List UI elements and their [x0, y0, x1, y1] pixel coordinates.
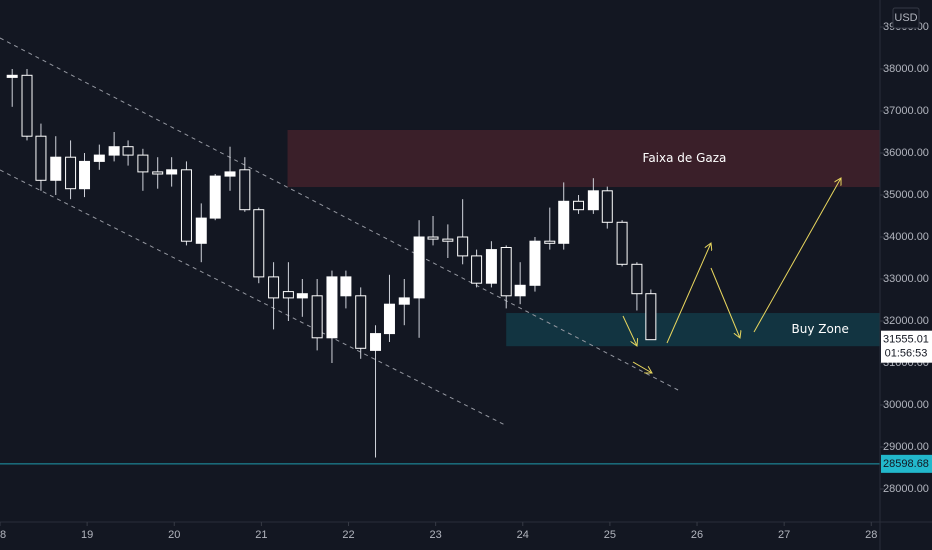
candle-body — [195, 217, 207, 244]
candle-body — [544, 240, 556, 244]
y-tick-label: 29000.00 — [883, 441, 929, 453]
candle-body — [296, 293, 308, 299]
candle-body — [631, 263, 643, 295]
arrow — [666, 243, 711, 344]
candle-body — [93, 154, 105, 162]
y-tick-label: 28000.00 — [883, 483, 929, 495]
y-tick-label: 32000.00 — [883, 315, 929, 327]
candle-body — [383, 303, 395, 335]
y-tick-label: 34000.00 — [883, 231, 929, 243]
zone-label: Faixa de Gaza — [643, 151, 727, 165]
candle-body — [21, 74, 33, 137]
candle-body — [370, 333, 382, 351]
candle-body — [239, 169, 251, 211]
hline-label-box — [881, 454, 932, 473]
candle-body — [529, 240, 541, 286]
axes: 28000.0029000.0030000.0031000.0032000.00… — [0, 21, 932, 541]
last-price-label: 31555.01 — [883, 334, 929, 346]
y-tick-label: 33000.00 — [883, 273, 929, 285]
candle-body — [209, 175, 221, 219]
candle-body — [485, 249, 497, 284]
candle-body — [500, 246, 512, 297]
candle-body — [558, 200, 570, 244]
currency-box[interactable] — [892, 7, 920, 29]
candle-body — [65, 156, 77, 190]
y-tick-label: 35000.00 — [883, 189, 929, 201]
arrow — [632, 361, 652, 373]
x-tick-label: 22 — [342, 529, 354, 541]
candle-body — [35, 135, 47, 181]
zones: Faixa de Gaza Buy Zone — [287, 129, 880, 347]
arrow — [710, 267, 740, 338]
candle-body — [514, 284, 526, 297]
zone-label: Buy Zone — [792, 322, 849, 336]
candle-body — [355, 295, 367, 349]
arrow — [753, 178, 841, 333]
plot — [0, 69, 880, 465]
zone — [287, 129, 880, 188]
candle-body — [311, 295, 323, 339]
candle-body — [122, 146, 134, 156]
x-tick-label: 18 — [0, 529, 6, 541]
candle-body — [442, 238, 454, 242]
candle-body — [398, 297, 410, 305]
candle-body — [340, 276, 352, 297]
candle-body — [268, 276, 280, 299]
candle-body — [152, 171, 164, 175]
candle-body — [413, 236, 425, 299]
candle-body — [457, 236, 469, 257]
y-tick-label: 37000.00 — [883, 105, 929, 117]
candle-body — [471, 255, 483, 284]
candle-body — [224, 171, 236, 177]
candle-body — [616, 221, 628, 265]
candle-body — [6, 74, 18, 78]
hline-label: 28598.68 — [883, 458, 929, 470]
candle-body — [645, 293, 657, 341]
zone — [506, 313, 880, 347]
candle-body — [137, 154, 149, 173]
candle-body — [282, 291, 294, 299]
candle-body — [180, 169, 192, 242]
channel-lower — [0, 169, 506, 426]
currency-label[interactable]: USD — [894, 12, 917, 24]
x-tick-label: 23 — [430, 529, 442, 541]
x-tick-label: 24 — [517, 529, 529, 541]
x-tick-label: 20 — [168, 529, 180, 541]
x-tick-label: 27 — [778, 529, 790, 541]
x-tick-label: 21 — [255, 529, 267, 541]
candle-body — [253, 209, 265, 278]
y-tick-label: 38000.00 — [883, 63, 929, 75]
candle-body — [326, 276, 338, 339]
y-tick-label: 36000.00 — [883, 147, 929, 159]
x-tick-label: 19 — [81, 529, 93, 541]
countdown: 01:56:53 — [885, 348, 928, 360]
arrow — [622, 315, 637, 346]
candle-body — [587, 190, 599, 211]
last-price-box — [881, 330, 932, 363]
candle-body — [50, 156, 62, 181]
candle-body — [601, 190, 613, 223]
x-tick-label: 28 — [865, 529, 877, 541]
candle-body — [573, 200, 585, 211]
candle-body — [427, 236, 439, 240]
candle-body — [108, 146, 120, 156]
y-tick-label: 30000.00 — [883, 399, 929, 411]
x-tick-label: 26 — [691, 529, 703, 541]
channel-upper — [0, 37, 681, 392]
candle-body — [166, 169, 178, 175]
candle-body — [79, 160, 91, 190]
x-tick-label: 25 — [604, 529, 616, 541]
